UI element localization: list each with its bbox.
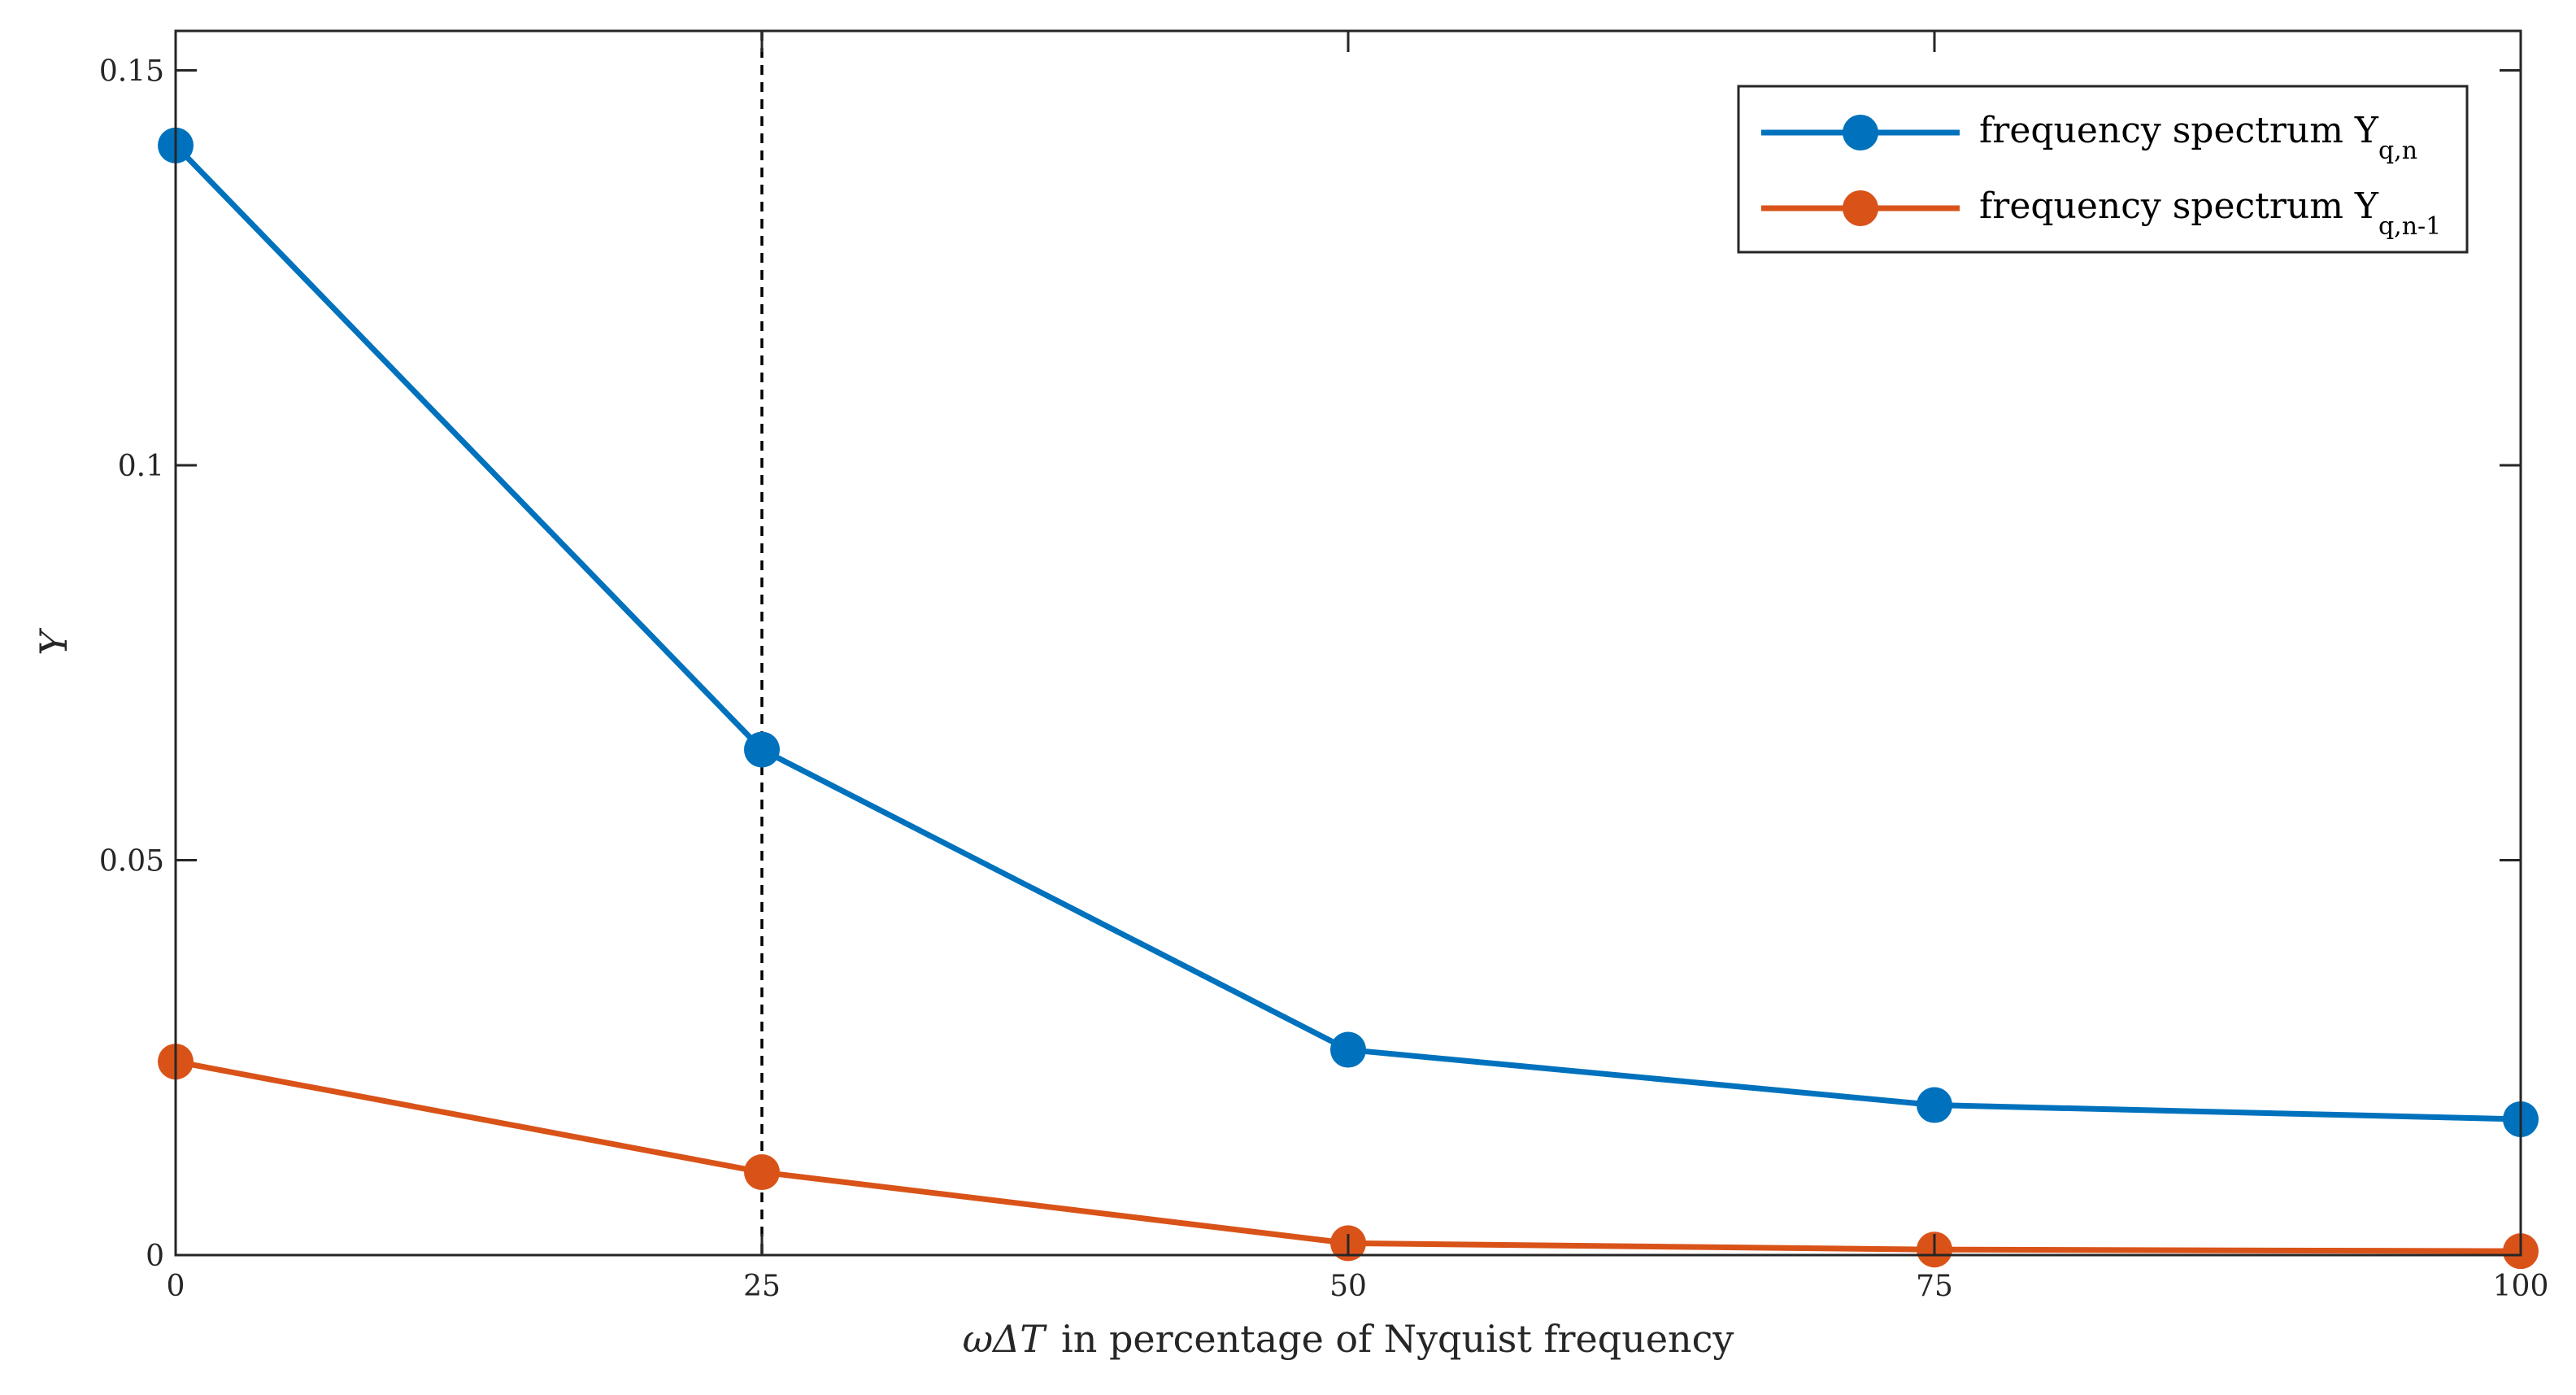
legend-label-1: frequency spectrum Yq,n [1979,110,2417,165]
x-tick-label: 75 [1916,1270,1953,1303]
x-tick-label: 50 [1329,1270,1367,1303]
series-1-point [1917,1087,1952,1123]
y-tick-label: 0 [146,1240,164,1273]
legend-label-subscript: q,n-1 [2378,212,2441,241]
x-axis-label-variable: ωΔT [963,1317,1048,1361]
series-line-2 [175,1058,2522,1254]
x-tick-label: 25 [743,1270,781,1303]
y-tick-label: 0.15 [99,55,164,89]
y-tick-label: 0.05 [99,845,164,878]
ticks: 0 25 50 75 100 0 0.05 0.1 0.15 [99,31,2549,1303]
series-1-point [1330,1031,1366,1068]
series-1-point [744,731,780,768]
legend-marker-1 [1843,115,1878,150]
legend-label-2: frequency spectrum Yq,n-1 [1979,185,2441,241]
legend-marker-2 [1843,190,1878,226]
legend-label-main: frequency spectrum Y [1979,110,2379,151]
series-2-point [744,1154,780,1191]
series-line-1 [173,143,2522,1123]
y-axis-label: Y [32,627,76,656]
x-axis-label: ωΔT in percentage of Nyquist frequency [963,1317,1734,1361]
x-tick-label: 0 [167,1270,185,1303]
legend-label-main: frequency spectrum Y [1979,185,2379,227]
legend-label-subscript: q,n [2378,137,2417,165]
x-axis-label-text: in percentage of Nyquist frequency [1061,1317,1734,1361]
y-tick-label: 0.1 [118,450,164,483]
x-tick-label: 100 [2493,1270,2549,1303]
